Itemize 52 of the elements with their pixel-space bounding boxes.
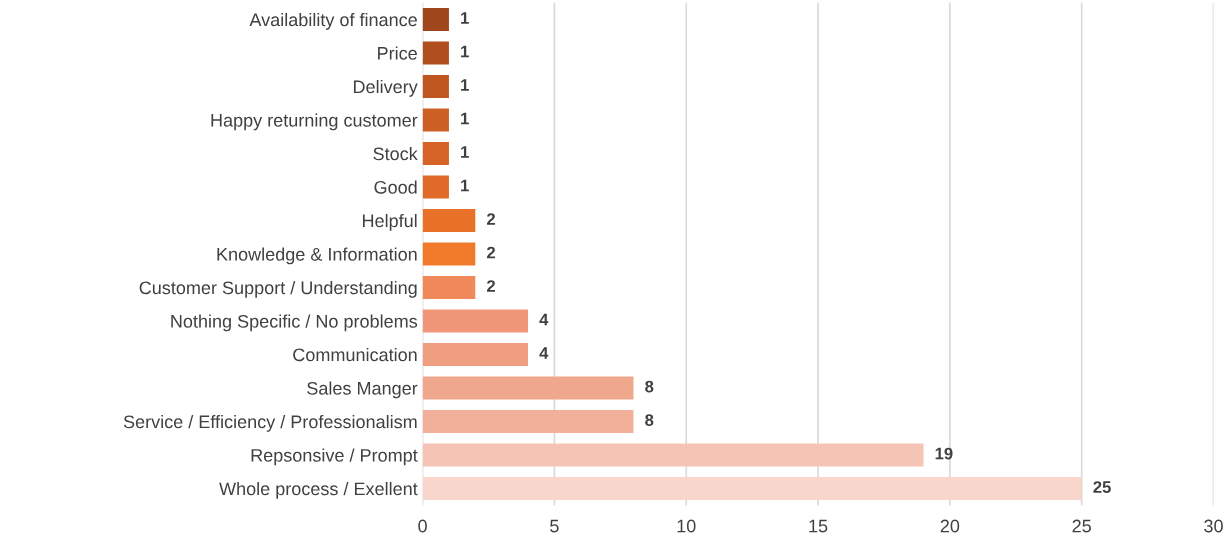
data-label: 2 (486, 280, 496, 292)
bar (422, 209, 476, 232)
bar (422, 343, 529, 366)
y-tick-label: Price (378, 46, 417, 60)
data-label: 1 (461, 12, 469, 24)
data-label: 2 (486, 213, 496, 225)
x-tick-label: 10 (677, 519, 696, 533)
data-label: 1 (461, 45, 469, 58)
data-label: 8 (645, 414, 654, 426)
y-tick-label: Customer Support / Understanding (139, 280, 417, 298)
bar (422, 276, 476, 299)
y-tick-label: Helpful (363, 213, 417, 231)
data-label: 8 (645, 380, 654, 393)
data-label: 1 (461, 179, 469, 192)
x-tick-label: 20 (940, 519, 960, 533)
y-tick-label: Repsonsive / Prompt (251, 448, 418, 466)
y-tick-label: Nothing Specific / No problems (171, 314, 418, 332)
bar (422, 477, 1082, 500)
data-label: 4 (539, 313, 549, 326)
bar (422, 8, 449, 31)
bar (422, 410, 634, 433)
x-tick-label: 5 (550, 519, 559, 533)
x-tick-label: 30 (1204, 519, 1223, 533)
bar (422, 309, 529, 333)
bar (422, 175, 449, 199)
y-tick-label: Stock (373, 146, 418, 161)
bar (422, 142, 449, 165)
data-label: 1 (461, 79, 469, 91)
data-label: 4 (539, 347, 549, 359)
y-tick-label: Service / Efficiency / Professionalism (123, 414, 417, 432)
bar (422, 242, 476, 266)
bar (422, 75, 449, 98)
bar (422, 443, 924, 467)
y-tick-label: Delivery (353, 79, 418, 97)
data-label: 1 (461, 146, 469, 158)
data-label: 25 (1093, 481, 1111, 493)
y-tick-label: Sales Manger (307, 381, 418, 399)
y-tick-label: Good (374, 180, 417, 194)
y-tick-label: Availability of finance (249, 12, 417, 30)
data-label: 1 (461, 112, 469, 125)
x-tick-label: 15 (809, 519, 828, 533)
y-tick-label: Whole process / Exellent (219, 481, 418, 499)
data-label: 19 (935, 447, 953, 460)
data-label: 2 (486, 246, 496, 259)
y-tick-label: Happy returning customer (211, 113, 418, 131)
bar (422, 108, 449, 132)
y-tick-label: Knowledge & Information (217, 247, 417, 265)
y-tick-label: Communication (293, 347, 417, 362)
x-tick-label: 0 (418, 519, 427, 533)
bar (422, 41, 449, 65)
bar (422, 376, 634, 400)
x-tick-label: 25 (1072, 519, 1091, 533)
